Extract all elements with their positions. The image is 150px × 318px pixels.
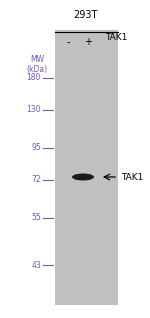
Text: 72: 72 (31, 176, 41, 184)
Text: +: + (84, 37, 92, 47)
Text: 180: 180 (27, 73, 41, 82)
Text: 95: 95 (31, 143, 41, 153)
Text: 55: 55 (31, 213, 41, 223)
Bar (55, 30, 118, 305)
Text: 293T: 293T (73, 10, 97, 20)
Text: -: - (66, 37, 70, 47)
Ellipse shape (72, 174, 94, 181)
Text: TAK1: TAK1 (121, 172, 143, 182)
Text: 43: 43 (31, 260, 41, 269)
Text: MW
(kDa): MW (kDa) (26, 55, 48, 74)
Text: TAK1: TAK1 (105, 32, 127, 42)
Text: 130: 130 (27, 106, 41, 114)
